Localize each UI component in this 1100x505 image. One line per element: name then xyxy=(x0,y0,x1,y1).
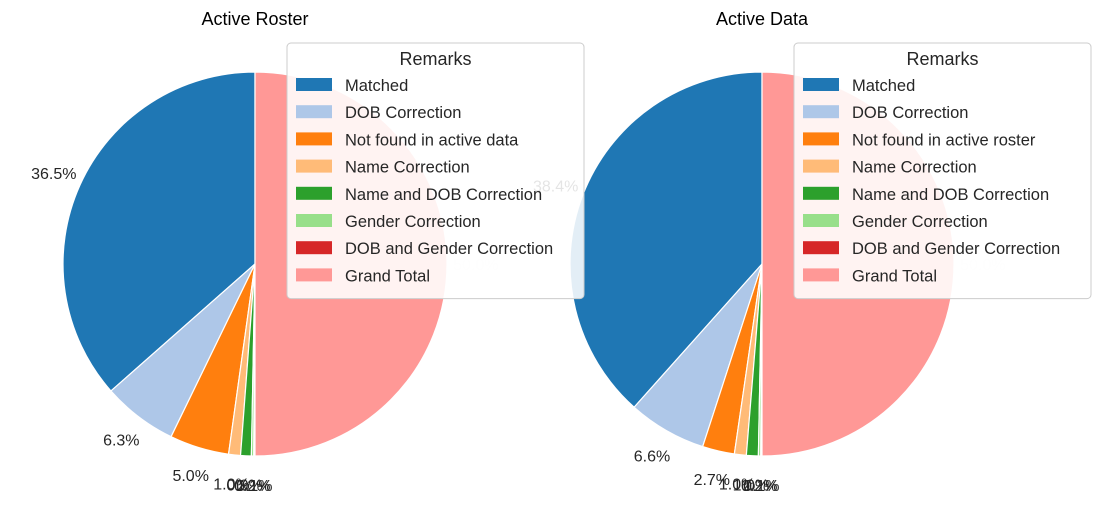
legend-swatch-not-found-in-active-data xyxy=(296,132,332,146)
pie-label-name-correction: 1.0% xyxy=(719,476,755,493)
pie-slice-matched xyxy=(62,71,256,392)
legend-swatch-not-found-in-active-roster xyxy=(803,132,839,146)
legend-swatch-name-and-dob-correction xyxy=(296,186,332,200)
legend-frame xyxy=(793,42,1092,300)
pie-label-name-and-dob-correction: 0.9% xyxy=(226,478,262,495)
pie-label-name-and-dob-correction: 1.0% xyxy=(733,478,769,495)
legend-swatch-gender-correction xyxy=(803,214,839,227)
legend-entry-dob-correction: DOB Correction xyxy=(852,104,968,122)
legend-swatch-dob-and-gender-correction xyxy=(296,241,332,255)
legend-entry-dob-and-gender-correction: DOB and Gender Correction xyxy=(345,240,553,258)
legend-entry-name-and-dob-correction: Name and DOB Correction xyxy=(345,186,542,204)
legend-title: Remarks xyxy=(906,49,978,69)
legend-entry-not-found-in-active-roster: Not found in active roster xyxy=(852,131,1036,149)
legend-swatch-matched xyxy=(803,78,839,91)
legend-entry-not-found-in-active-data: Not found in active data xyxy=(345,131,519,149)
legend-swatch-dob-and-gender-correction xyxy=(803,241,839,255)
legend-swatch-grand-total xyxy=(803,268,839,282)
legend: Remarks Matched DOB Correction Not found in… xyxy=(286,42,585,300)
pie-label-not-found-in-active-data: 5.0% xyxy=(172,468,208,485)
legend-swatch-name-correction xyxy=(296,159,332,173)
legend-entry-gender-correction: Gender Correction xyxy=(345,213,481,231)
pie-label-dob-and-gender-correction: 0.1% xyxy=(236,478,272,495)
legend-swatch-grand-total xyxy=(296,268,332,282)
pie-label-gender-correction: 0.2% xyxy=(741,478,777,495)
pie-label-matched: 36.5% xyxy=(31,166,76,183)
chart-title: Active Data xyxy=(716,9,809,29)
legend-entry-name-correction: Name Correction xyxy=(852,159,977,177)
pie-label-dob-correction: 6.6% xyxy=(634,448,670,465)
pie-label-dob-and-gender-correction: 0.1% xyxy=(743,478,779,495)
legend-title: Remarks xyxy=(399,49,471,69)
legend-swatch-dob-correction xyxy=(803,105,839,119)
legend-swatch-name-and-dob-correction xyxy=(803,186,839,200)
legend-swatch-gender-correction xyxy=(296,214,332,227)
legend-frame xyxy=(286,42,585,300)
legend-entry-dob-correction: DOB Correction xyxy=(345,104,461,122)
legend-swatch-matched xyxy=(296,78,332,91)
legend-entry-matched: Matched xyxy=(345,77,408,95)
pie-labels: 36.5%6.3%5.0%1.0%0.9%0.2%0.1%50.0% xyxy=(31,166,498,495)
legend-entry-grand-total: Grand Total xyxy=(345,267,430,285)
pie-label-dob-correction: 6.3% xyxy=(103,433,139,450)
legend-swatch-name-correction xyxy=(803,159,839,173)
legend-entry-grand-total: Grand Total xyxy=(852,267,937,285)
legend-swatch-dob-correction xyxy=(296,105,332,119)
legend: Remarks Matched DOB Correction Not found in… xyxy=(793,42,1092,300)
legend-entry-name-correction: Name Correction xyxy=(345,159,470,177)
legend-entry-dob-and-gender-correction: DOB and Gender Correction xyxy=(852,240,1060,258)
pie-label-not-found-in-active-roster: 2.7% xyxy=(694,472,730,489)
chart-title: Active Roster xyxy=(201,9,308,29)
legend-entry-name-and-dob-correction: Name and DOB Correction xyxy=(852,186,1049,204)
legend-entry-gender-correction: Gender Correction xyxy=(852,213,988,231)
pie-label-gender-correction: 0.2% xyxy=(234,478,270,495)
pie-label-name-correction: 1.0% xyxy=(213,477,249,494)
legend-entry-matched: Matched xyxy=(852,77,915,95)
